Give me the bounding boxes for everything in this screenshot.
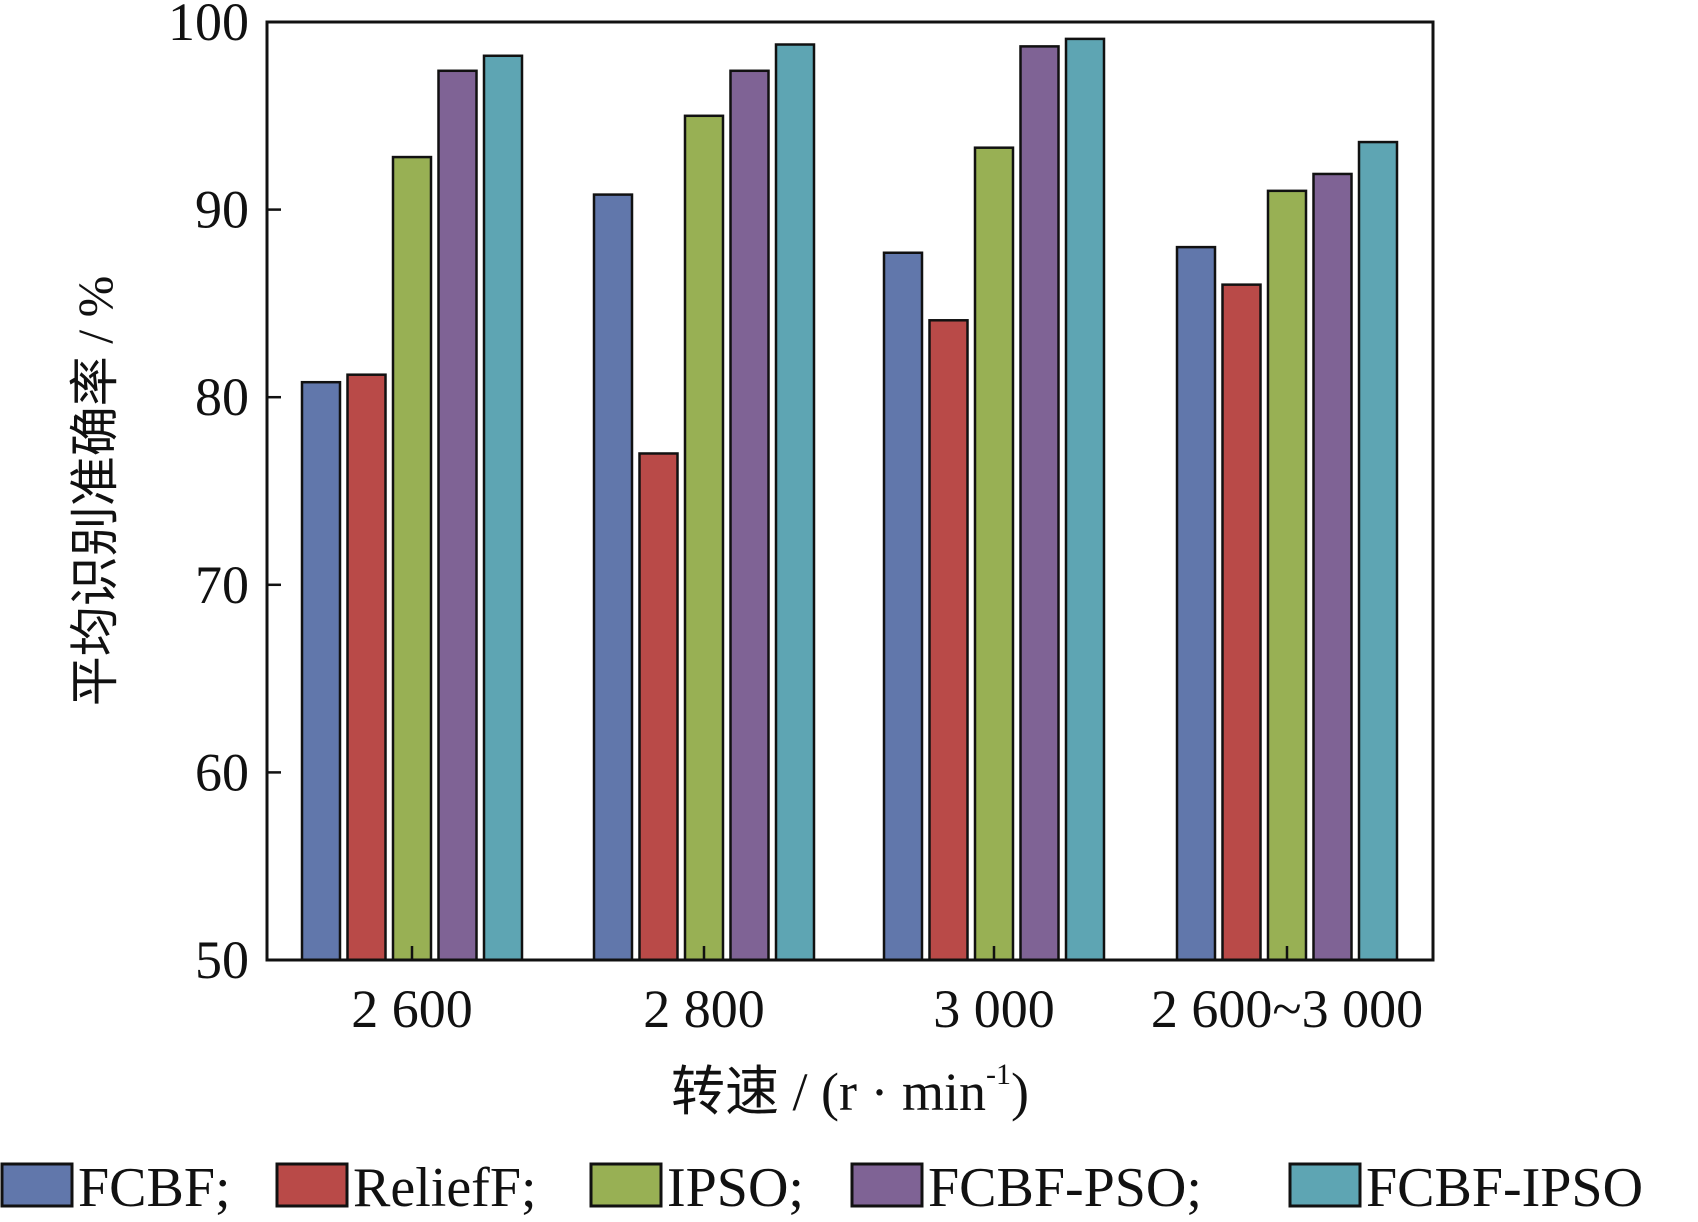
- bar-relieff-3: [1221, 283, 1262, 962]
- legend-label-relieff: ReliefF;: [353, 1157, 537, 1219]
- bar-relieff-0: [346, 373, 387, 962]
- y-tick-label: 50: [195, 930, 249, 990]
- bar-fcbf-2: [882, 251, 924, 962]
- y-tick-label: 60: [195, 742, 249, 802]
- bar-relieff-2: [928, 319, 969, 962]
- bar-fcbf-0: [300, 380, 342, 962]
- legend-label-fcbf-pso: FCBF-PSO;: [928, 1157, 1202, 1219]
- legend-label-fcbf: FCBF;: [78, 1157, 231, 1219]
- bar-fcbf-ipso-0: [482, 54, 524, 962]
- legend-swatch-relieff: [275, 1162, 349, 1208]
- bar-ipso-3: [1266, 189, 1308, 962]
- bar-fcbf-ipso-3: [1357, 140, 1399, 962]
- bar-fcbf-pso-0: [437, 69, 478, 962]
- legend: FCBF; ReliefF; IPSO; FCBF-PSO; FCBF-IPSO: [0, 1157, 1643, 1219]
- x-axis-label-close: ): [1011, 1062, 1029, 1122]
- x-axis-label: 转速 / (r · min-1): [671, 1058, 1029, 1122]
- y-tick-label: 100: [168, 0, 249, 52]
- bar-ipso-0: [391, 155, 433, 962]
- bars-layer: [300, 37, 1399, 962]
- x-axis-label-main: 转速 / (r · min: [671, 1062, 986, 1122]
- legend-swatch-fcbf-ipso: [1288, 1162, 1362, 1208]
- bar-fcbf-pso-3: [1312, 172, 1353, 962]
- x-tick-label: 3 000: [933, 979, 1055, 1039]
- bar-fcbf-ipso-1: [774, 43, 816, 962]
- legend-label-ipso: IPSO;: [667, 1157, 804, 1219]
- bar-fcbf-pso-2: [1019, 45, 1060, 962]
- ticks-layer: 2 600 2 800 3 000 2 600~3 000 50 60 70 80 90 100: [168, 0, 1423, 1039]
- x-tick-label: 2 800: [643, 979, 765, 1039]
- bar-fcbf-ipso-2: [1064, 37, 1106, 962]
- bar-ipso-1: [683, 114, 725, 962]
- bar-fcbf-1: [592, 193, 634, 962]
- x-tick-label: 2 600~3 000: [1151, 979, 1423, 1039]
- legend-swatch-fcbf-pso: [850, 1162, 924, 1208]
- bar-fcbf-pso-1: [729, 69, 770, 962]
- x-tick-label: 2 600: [351, 979, 473, 1039]
- y-axis-label: 平均识别准确率 / %: [67, 276, 123, 707]
- plot-frame: [265, 20, 1435, 962]
- y-tick-label: 70: [195, 555, 249, 615]
- bar-ipso-2: [973, 146, 1015, 962]
- bar-relieff-1: [638, 452, 679, 962]
- legend-label-fcbf-ipso: FCBF-IPSO: [1366, 1157, 1643, 1219]
- y-tick-label: 80: [195, 367, 249, 427]
- y-tick-label: 90: [195, 180, 249, 240]
- x-axis-label-sup: -1: [986, 1058, 1011, 1091]
- legend-swatch-fcbf: [0, 1162, 74, 1208]
- legend-swatch-ipso: [589, 1162, 663, 1208]
- bar-fcbf-3: [1175, 245, 1217, 962]
